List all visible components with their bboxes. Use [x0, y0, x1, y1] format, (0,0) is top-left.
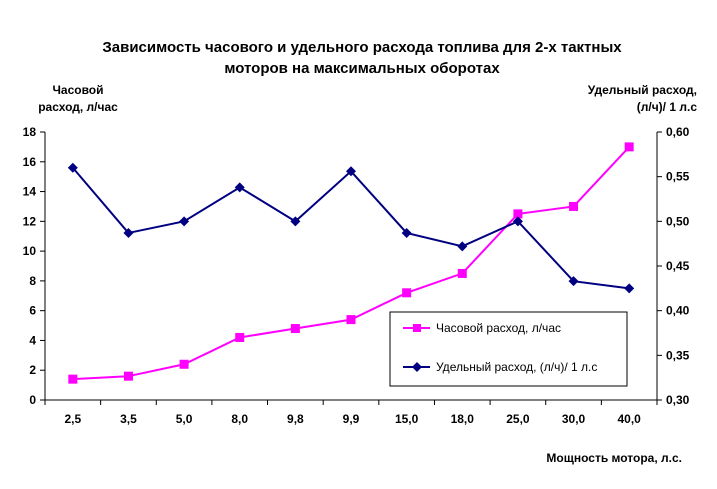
hourly-consumption-point [123, 371, 133, 381]
hourly-consumption-point [569, 201, 579, 211]
chart-title-line2: моторов на максимальных оборотах [224, 60, 500, 77]
hourly-consumption-point [513, 209, 523, 219]
y-left-tick-label: 4 [29, 333, 36, 347]
y-right-tick-label: 0,50 [666, 214, 690, 228]
y-left-label-line2: расход, л/час [38, 100, 118, 114]
hourly-consumption-point [624, 142, 634, 152]
specific-consumption-point [346, 166, 356, 177]
y-left-tick-label: 0 [29, 393, 36, 407]
y-left-tick-label: 18 [23, 125, 37, 139]
hourly-consumption-point [68, 374, 78, 384]
y-right-tick-label: 0,35 [666, 348, 690, 362]
specific-consumption-point [179, 216, 190, 227]
chart-title-line1: Зависимость часового и удельного расхода… [102, 39, 622, 56]
specific-consumption-point [123, 227, 134, 238]
x-tick-label: 5,0 [176, 412, 193, 426]
hourly-consumption-point [235, 332, 245, 342]
y-left-tick-label: 8 [29, 274, 36, 288]
x-tick-label: 2,5 [64, 412, 81, 426]
y-left-label-line1: Часовой [52, 83, 103, 97]
y-left-tick-label: 14 [23, 185, 37, 199]
x-tick-label: 9,8 [287, 412, 304, 426]
x-tick-label: 30,0 [562, 412, 586, 426]
x-tick-label: 15,0 [395, 412, 419, 426]
y-left-tick-label: 16 [23, 155, 37, 169]
hourly-consumption-point [402, 288, 412, 298]
y-left-tick-label: 10 [23, 244, 37, 258]
y-right-tick-label: 0,55 [666, 170, 690, 184]
x-tick-label: 18,0 [451, 412, 475, 426]
specific-consumption-point [401, 227, 412, 238]
hourly-consumption-point [179, 359, 189, 369]
specific-consumption-point [67, 162, 78, 173]
x-tick-label: 8,0 [231, 412, 248, 426]
legend-box [389, 311, 628, 387]
specific-consumption-point [568, 276, 579, 287]
specific-consumption-point [234, 182, 245, 193]
x-tick-label: 9,9 [343, 412, 360, 426]
legend-label-hourly: Часовой расход, л/час [436, 321, 561, 335]
y-left-tick-label: 2 [29, 363, 36, 377]
specific-consumption-line [72, 167, 630, 290]
legend: Часовой расход, л/час Удельный расход, (… [389, 311, 628, 387]
y-left-tick-label: 12 [23, 214, 37, 228]
specific-consumption-point [290, 216, 301, 227]
x-tick-label: 40,0 [618, 412, 642, 426]
y-left-tick-label: 6 [29, 304, 36, 318]
x-tick-label: 25,0 [506, 412, 530, 426]
tick-labels: 0 2 4 6 8 10 12 14 16 18 0,30 0,35 0,40 0,45 0,50 0,55 0… [23, 125, 690, 426]
specific-consumption-point [457, 241, 468, 252]
specific-consumption-point [512, 216, 523, 227]
legend-marker-specific [412, 362, 422, 372]
y-right-tick-label: 0,40 [666, 304, 690, 318]
hourly-consumption-point [457, 268, 467, 278]
hourly-consumption-point [346, 315, 356, 325]
legend-marker-hourly [413, 324, 421, 332]
y-right-tick-label: 0,45 [666, 259, 690, 273]
y-right-label-line2: (л/ч)/ 1 л.с [637, 100, 698, 114]
axes [40, 131, 662, 405]
y-right-tick-label: 0,30 [666, 393, 690, 407]
hourly-consumption-point [290, 324, 300, 334]
x-tick-label: 3,5 [120, 412, 137, 426]
x-axis-label: Мощность мотора, л.с. [546, 451, 682, 465]
series-markers [67, 142, 635, 384]
y-right-tick-label: 0,60 [666, 125, 690, 139]
legend-label-specific: Удельный расход, (л/ч)/ 1 л.с [436, 360, 597, 374]
specific-consumption-point [624, 283, 635, 294]
y-right-label-line1: Удельный расход, [588, 83, 697, 97]
